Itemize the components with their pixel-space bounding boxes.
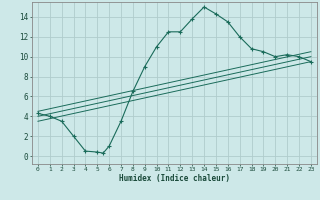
X-axis label: Humidex (Indice chaleur): Humidex (Indice chaleur) — [119, 174, 230, 183]
